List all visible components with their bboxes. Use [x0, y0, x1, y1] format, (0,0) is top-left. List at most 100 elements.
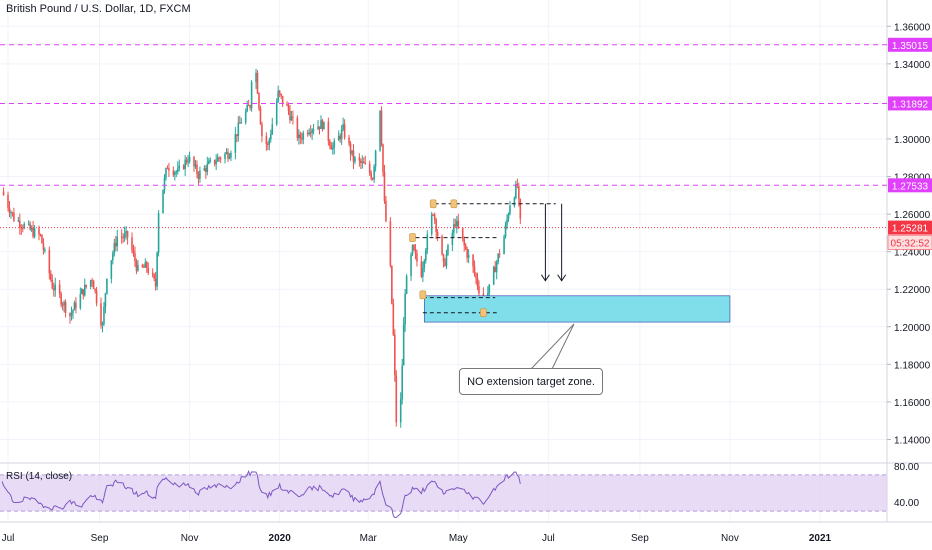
price-level-label: 1.27533: [892, 181, 929, 192]
candle-body: [302, 133, 305, 140]
date-tick-label: Sep: [91, 533, 109, 544]
candle-body: [311, 129, 313, 133]
candle-body: [339, 135, 341, 140]
candle-body: [320, 120, 322, 129]
candle-body: [172, 170, 175, 175]
candle-body: [278, 90, 281, 94]
candle-body: [8, 207, 11, 213]
price-tick-label: 1.26000: [894, 210, 931, 221]
candle-body: [467, 254, 470, 258]
candle-body: [519, 199, 522, 219]
candle-body: [343, 124, 346, 138]
candle-body: [504, 225, 507, 237]
candle-body: [444, 261, 446, 266]
candle-body: [389, 221, 392, 266]
candle-body: [82, 289, 85, 296]
candle-body: [72, 310, 74, 314]
candle-body: [342, 124, 344, 130]
candle-body: [52, 288, 55, 291]
candle-body: [380, 110, 383, 145]
pattern-marker: [429, 199, 437, 209]
candle-body: [174, 172, 176, 175]
candle-body: [61, 304, 64, 306]
candle-body: [69, 313, 71, 317]
candle-body: [456, 220, 458, 227]
countdown-badge: [887, 235, 932, 250]
candle-body: [218, 157, 220, 159]
candle-body: [473, 266, 476, 274]
candle-body: [228, 157, 231, 159]
price-tick-label: 1.18000: [894, 360, 931, 371]
candle-body: [464, 245, 467, 249]
date-tick-label: 2020: [269, 533, 292, 544]
candle-body: [83, 284, 86, 296]
candle-body: [64, 302, 67, 314]
candle-body: [168, 168, 170, 171]
rsi-title: RSI (14, close): [6, 471, 73, 482]
candle-body: [29, 223, 31, 230]
date-tick-label: Nov: [721, 533, 739, 544]
candle-body: [352, 150, 355, 162]
candle-body: [275, 101, 278, 125]
candle-body: [178, 165, 181, 169]
price-level-badge: [888, 178, 932, 193]
candle-body: [392, 303, 395, 335]
candle-body: [277, 90, 279, 102]
candle-body: [425, 250, 427, 261]
candle-body: [269, 134, 272, 140]
target-zone: [424, 295, 731, 323]
candle-body: [17, 220, 20, 222]
candle-body: [442, 254, 445, 262]
candle-body: [492, 266, 495, 285]
candle-body: [312, 129, 315, 131]
candle-body: [349, 143, 352, 154]
candle-body: [306, 133, 309, 135]
candle-body: [309, 132, 312, 134]
candle-body: [120, 236, 123, 238]
candle-body: [103, 306, 105, 325]
candle-body: [144, 262, 147, 268]
candle-body: [292, 116, 294, 118]
candle-body: [23, 223, 26, 229]
candle-body: [290, 116, 293, 121]
candle-body: [371, 178, 374, 180]
candle-body: [348, 137, 350, 144]
candle-body: [308, 132, 310, 134]
candle-body: [433, 214, 436, 220]
candle-body: [299, 134, 302, 139]
candle-body: [230, 152, 232, 158]
candle-body: [432, 214, 434, 216]
candle-body: [39, 234, 42, 236]
candle-body: [10, 212, 12, 214]
candle-body: [58, 284, 61, 294]
candle-body: [207, 161, 210, 164]
price-level-label: 1.31892: [892, 99, 929, 110]
candle-body: [498, 253, 501, 255]
candle-body: [410, 254, 412, 276]
pattern-marker: [409, 233, 416, 242]
price-tick-label: 1.16000: [894, 398, 931, 409]
candle-body: [255, 72, 257, 82]
candle-body: [143, 266, 145, 268]
candle-body: [289, 110, 291, 121]
candle-body: [176, 168, 179, 172]
candle-body: [447, 245, 449, 255]
candle-body: [63, 302, 65, 306]
price-tick-label: 1.22000: [894, 285, 931, 296]
candle-body: [287, 105, 290, 111]
candle-body: [368, 163, 371, 174]
candle-body: [497, 253, 499, 263]
candle-body: [391, 265, 393, 304]
candle-body: [363, 161, 365, 164]
rsi-tick-label: 80.00: [894, 462, 919, 473]
candle-body: [374, 150, 377, 167]
candle-body: [185, 159, 188, 163]
date-tick-label: Jul: [2, 533, 15, 544]
candle-body: [246, 105, 248, 112]
candle-body: [354, 157, 356, 162]
candle-body: [238, 122, 241, 124]
candle-body: [70, 313, 73, 317]
candle-body: [463, 239, 465, 246]
